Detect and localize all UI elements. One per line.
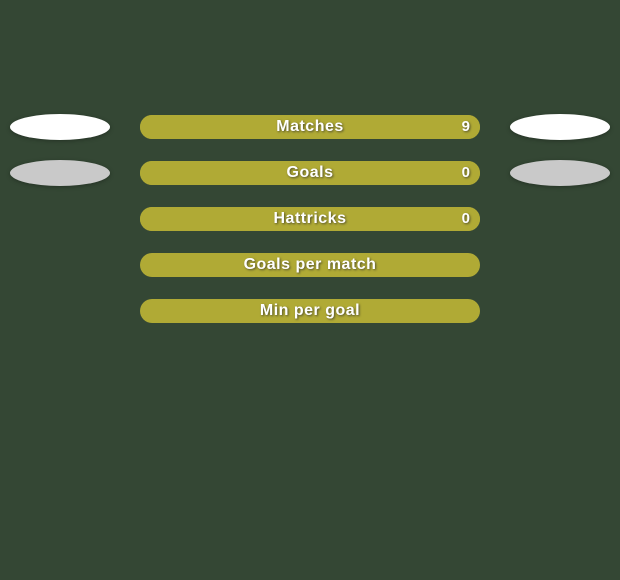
right-value: 0 [140,207,480,231]
right-value: 9 [140,115,480,139]
stat-row: Goals per match [0,253,620,277]
ellipse-right [510,160,610,186]
bar-label: Min per goal [140,299,480,323]
right-value: 0 [140,161,480,185]
ellipse-left [10,160,110,186]
stat-row: Goals0 [0,161,620,185]
stat-row: Hattricks0 [0,207,620,231]
bar-label: Goals per match [140,253,480,277]
ellipse-left [10,114,110,140]
main-background [0,0,620,580]
ellipse-right [510,114,610,140]
stat-row: Matches9 [0,115,620,139]
stat-row: Min per goal [0,299,620,323]
